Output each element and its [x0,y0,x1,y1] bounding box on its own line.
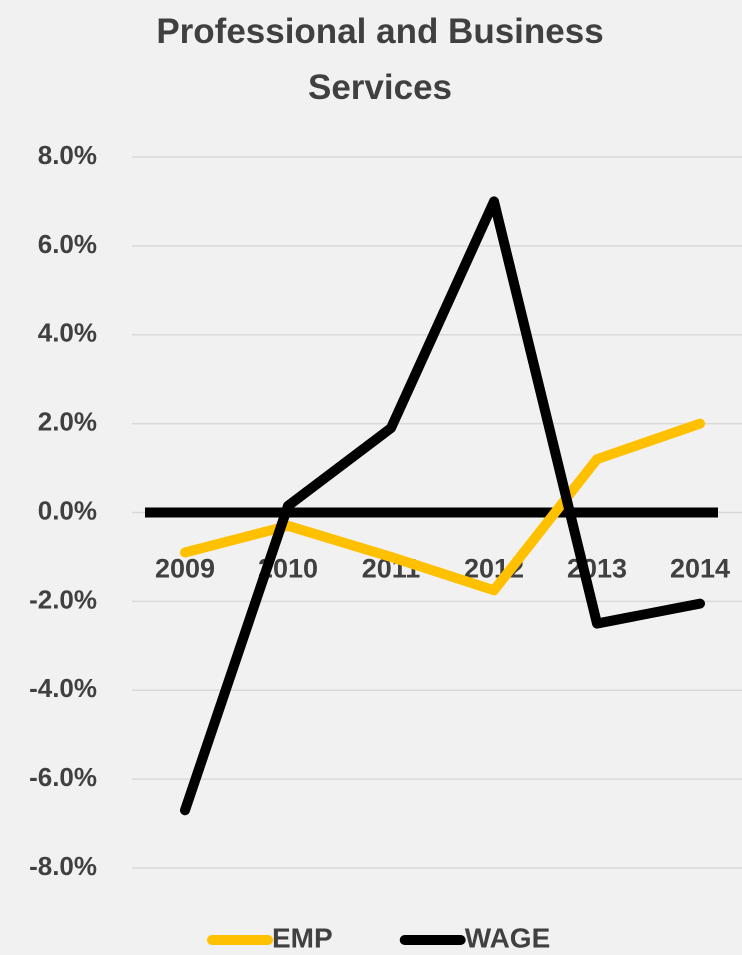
y-tick-label: 4.0% [38,318,97,348]
y-tick-label: 2.0% [38,407,97,437]
legend-label: EMP [272,922,333,953]
series-line [180,196,705,816]
x-tick-label: 2014 [670,554,730,584]
y-tick-label: -2.0% [29,584,97,614]
y-tick-label: 0.0% [38,495,97,525]
y-tick-label: -8.0% [29,851,97,881]
legend-label: WAGE [465,922,551,953]
series-line [180,418,705,596]
y-tick-label: -6.0% [29,762,97,792]
y-tick-label: -4.0% [29,673,97,703]
y-tick-label: 8.0% [38,140,97,170]
chart-title: Professional and Business Services [156,12,604,107]
y-tick-label: 6.0% [38,229,97,259]
x-tick-label: 2009 [155,554,215,584]
